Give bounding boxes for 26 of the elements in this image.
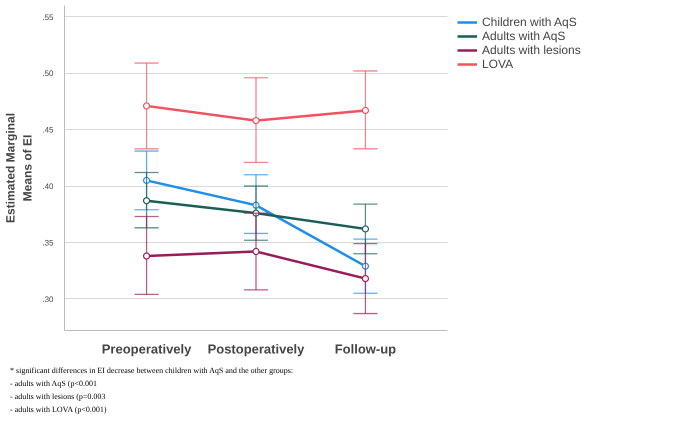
legend-label: Adults with lesions (482, 43, 581, 57)
x-tick-label: Preoperatively (102, 342, 192, 356)
point (252, 117, 260, 124)
text: - adults with lesions (p=0.003 (10, 392, 106, 401)
point (362, 106, 370, 114)
x-tick-label: Postoperatively (208, 342, 306, 356)
legend-label: LOVA (482, 57, 514, 71)
legend-label: Children with AqS (482, 15, 577, 29)
point (362, 225, 370, 233)
text: - adults with LOVA (p<0.001) (10, 405, 107, 414)
text: - adults with AqS (p<0.001 (10, 379, 97, 388)
text: * significant differences in EI decrease between children with AqS and the other groups: (10, 366, 294, 375)
legend-label: Adults with AqS (482, 29, 566, 43)
y-tick-label: .45 (42, 126, 54, 135)
y-tick-label: .40 (42, 182, 54, 192)
point (142, 197, 150, 204)
y-tick-label: .30 (42, 294, 54, 304)
point (252, 248, 260, 256)
y-tick-label: .35 (42, 238, 54, 248)
y-tick-label: .50 (42, 69, 54, 78)
y-tick-label: .55 (42, 12, 54, 22)
x-tick-label: Follow-up (334, 342, 396, 356)
point (142, 252, 150, 260)
y-axis-title: Estimated Marginal Means of EI (4, 112, 34, 224)
point (362, 274, 370, 282)
point (142, 102, 150, 110)
